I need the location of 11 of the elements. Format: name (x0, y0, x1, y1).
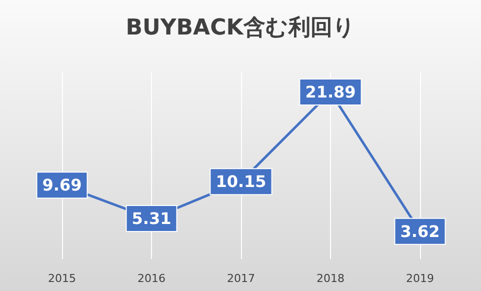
data-label: 21.89 (305, 82, 356, 102)
data-label: 5.31 (132, 209, 172, 228)
x-tick-label: 2016 (138, 272, 166, 285)
x-tick-label: 2015 (48, 272, 76, 285)
chart-title: BUYBACK含む利回り (126, 16, 356, 40)
data-label: 3.62 (400, 222, 440, 241)
data-label: 9.69 (42, 176, 82, 195)
x-tick-label: 2017 (227, 272, 255, 285)
x-tick-label: 2019 (406, 272, 434, 285)
data-label: 10.15 (216, 172, 266, 192)
x-tick-label: 2018 (316, 272, 344, 285)
